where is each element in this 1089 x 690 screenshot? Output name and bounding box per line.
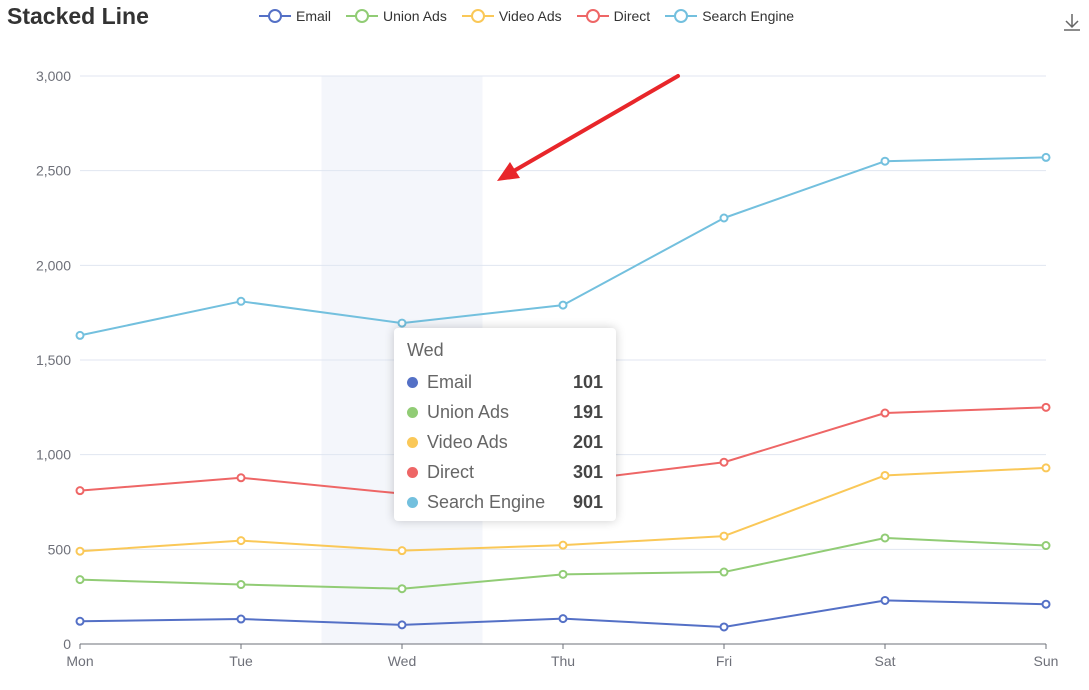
data-point[interactable] bbox=[75, 616, 85, 626]
legend-label: Search Engine bbox=[702, 8, 795, 24]
tooltip-series-name: Union Ads bbox=[427, 401, 510, 422]
legend-symbol-icon bbox=[576, 9, 609, 23]
data-point[interactable] bbox=[236, 614, 246, 624]
x-tick-label: Mon bbox=[66, 653, 93, 669]
tooltip-series-value: 901 bbox=[572, 491, 603, 512]
data-point[interactable] bbox=[1041, 541, 1051, 551]
data-point[interactable] bbox=[558, 614, 568, 624]
data-point[interactable] bbox=[1041, 152, 1051, 162]
data-point[interactable] bbox=[719, 531, 729, 541]
series-dot-icon bbox=[407, 376, 418, 388]
y-tick-label: 2,000 bbox=[36, 257, 71, 273]
x-tick-label: Fri bbox=[716, 653, 732, 669]
data-point[interactable] bbox=[1041, 599, 1051, 609]
legend-symbol-icon bbox=[461, 9, 494, 23]
tooltip-row: Video Ads 201 bbox=[407, 427, 603, 457]
data-point[interactable] bbox=[1041, 463, 1051, 473]
tooltip-row: Union Ads 191 bbox=[407, 397, 603, 427]
y-tick-label: 1,500 bbox=[36, 352, 71, 368]
legend-label: Union Ads bbox=[383, 8, 447, 24]
legend-item[interactable]: Video Ads bbox=[461, 8, 562, 24]
x-tick-label: Sat bbox=[874, 653, 895, 669]
chart-title: Stacked Line bbox=[7, 3, 149, 29]
data-point[interactable] bbox=[236, 473, 246, 483]
tooltip-series-value: 191 bbox=[572, 401, 603, 422]
x-tick-label: Thu bbox=[551, 653, 575, 669]
y-tick-label: 3,000 bbox=[36, 68, 71, 84]
legend-label: Video Ads bbox=[498, 8, 562, 24]
data-point[interactable] bbox=[236, 536, 246, 546]
data-point[interactable] bbox=[75, 546, 85, 556]
annotation-arrow-head bbox=[497, 162, 520, 181]
tooltip: Wed Email 101 Union Ads 191 Video Ads 201 Dire… bbox=[394, 328, 616, 521]
data-point[interactable] bbox=[1041, 402, 1051, 412]
legend-item[interactable]: Search Engine bbox=[664, 8, 794, 24]
x-tick-label: Wed bbox=[388, 653, 417, 669]
tooltip-series-value: 301 bbox=[572, 461, 603, 482]
tooltip-series-name: Email bbox=[427, 371, 473, 392]
legend-symbol-icon bbox=[665, 9, 698, 23]
data-point[interactable] bbox=[75, 330, 85, 340]
data-point[interactable] bbox=[880, 408, 890, 418]
tooltip-series-name: Direct bbox=[427, 461, 475, 482]
tooltip-title: Wed bbox=[407, 340, 444, 360]
tooltip-row: Search Engine 901 bbox=[407, 487, 603, 517]
legend-symbol-icon bbox=[346, 9, 379, 23]
data-point[interactable] bbox=[719, 567, 729, 577]
download-icon[interactable] bbox=[1061, 11, 1083, 33]
legend-label: Email bbox=[296, 8, 332, 24]
series-dot-icon bbox=[407, 466, 418, 478]
data-point[interactable] bbox=[719, 213, 729, 223]
data-point[interactable] bbox=[880, 470, 890, 480]
data-point[interactable] bbox=[397, 546, 407, 556]
y-tick-label: 0 bbox=[63, 636, 71, 652]
y-tick-label: 500 bbox=[48, 541, 72, 557]
data-point[interactable] bbox=[880, 156, 890, 166]
data-point[interactable] bbox=[558, 540, 568, 550]
data-point[interactable] bbox=[236, 296, 246, 306]
x-tick-label: Tue bbox=[229, 653, 253, 669]
series-dot-icon bbox=[407, 406, 418, 418]
legend-item[interactable]: Union Ads bbox=[345, 8, 447, 24]
y-tick-label: 1,000 bbox=[36, 447, 71, 463]
data-point[interactable] bbox=[719, 622, 729, 632]
tooltip-row: Direct 301 bbox=[407, 457, 603, 487]
annotation-arrow-shaft bbox=[510, 74, 680, 174]
data-point[interactable] bbox=[558, 569, 568, 579]
x-tick-label: Sun bbox=[1034, 653, 1059, 669]
data-point[interactable] bbox=[880, 595, 890, 605]
data-point[interactable] bbox=[719, 457, 729, 467]
legend-symbol-icon bbox=[259, 9, 291, 23]
data-point[interactable] bbox=[75, 575, 85, 585]
data-point[interactable] bbox=[397, 584, 407, 594]
data-point[interactable] bbox=[75, 486, 85, 496]
legend-label: Direct bbox=[613, 8, 651, 24]
tooltip-row: Email 101 bbox=[407, 367, 603, 397]
data-point[interactable] bbox=[558, 300, 568, 310]
data-point[interactable] bbox=[397, 318, 407, 328]
data-point[interactable] bbox=[880, 533, 890, 543]
tooltip-series-name: Search Engine bbox=[427, 491, 546, 512]
legend-item[interactable]: Email bbox=[258, 8, 331, 24]
series-dot-icon bbox=[407, 436, 418, 448]
y-tick-label: 2,500 bbox=[36, 163, 71, 179]
series-dot-icon bbox=[407, 496, 418, 508]
tooltip-series-name: Video Ads bbox=[427, 431, 508, 452]
data-point[interactable] bbox=[236, 580, 246, 590]
legend: Email Union Ads Video Ads Direct Search Engi… bbox=[258, 5, 808, 27]
tooltip-series-value: 201 bbox=[572, 431, 603, 452]
data-point[interactable] bbox=[397, 620, 407, 630]
tooltip-series-value: 101 bbox=[572, 371, 603, 392]
legend-item[interactable]: Direct bbox=[576, 8, 651, 24]
